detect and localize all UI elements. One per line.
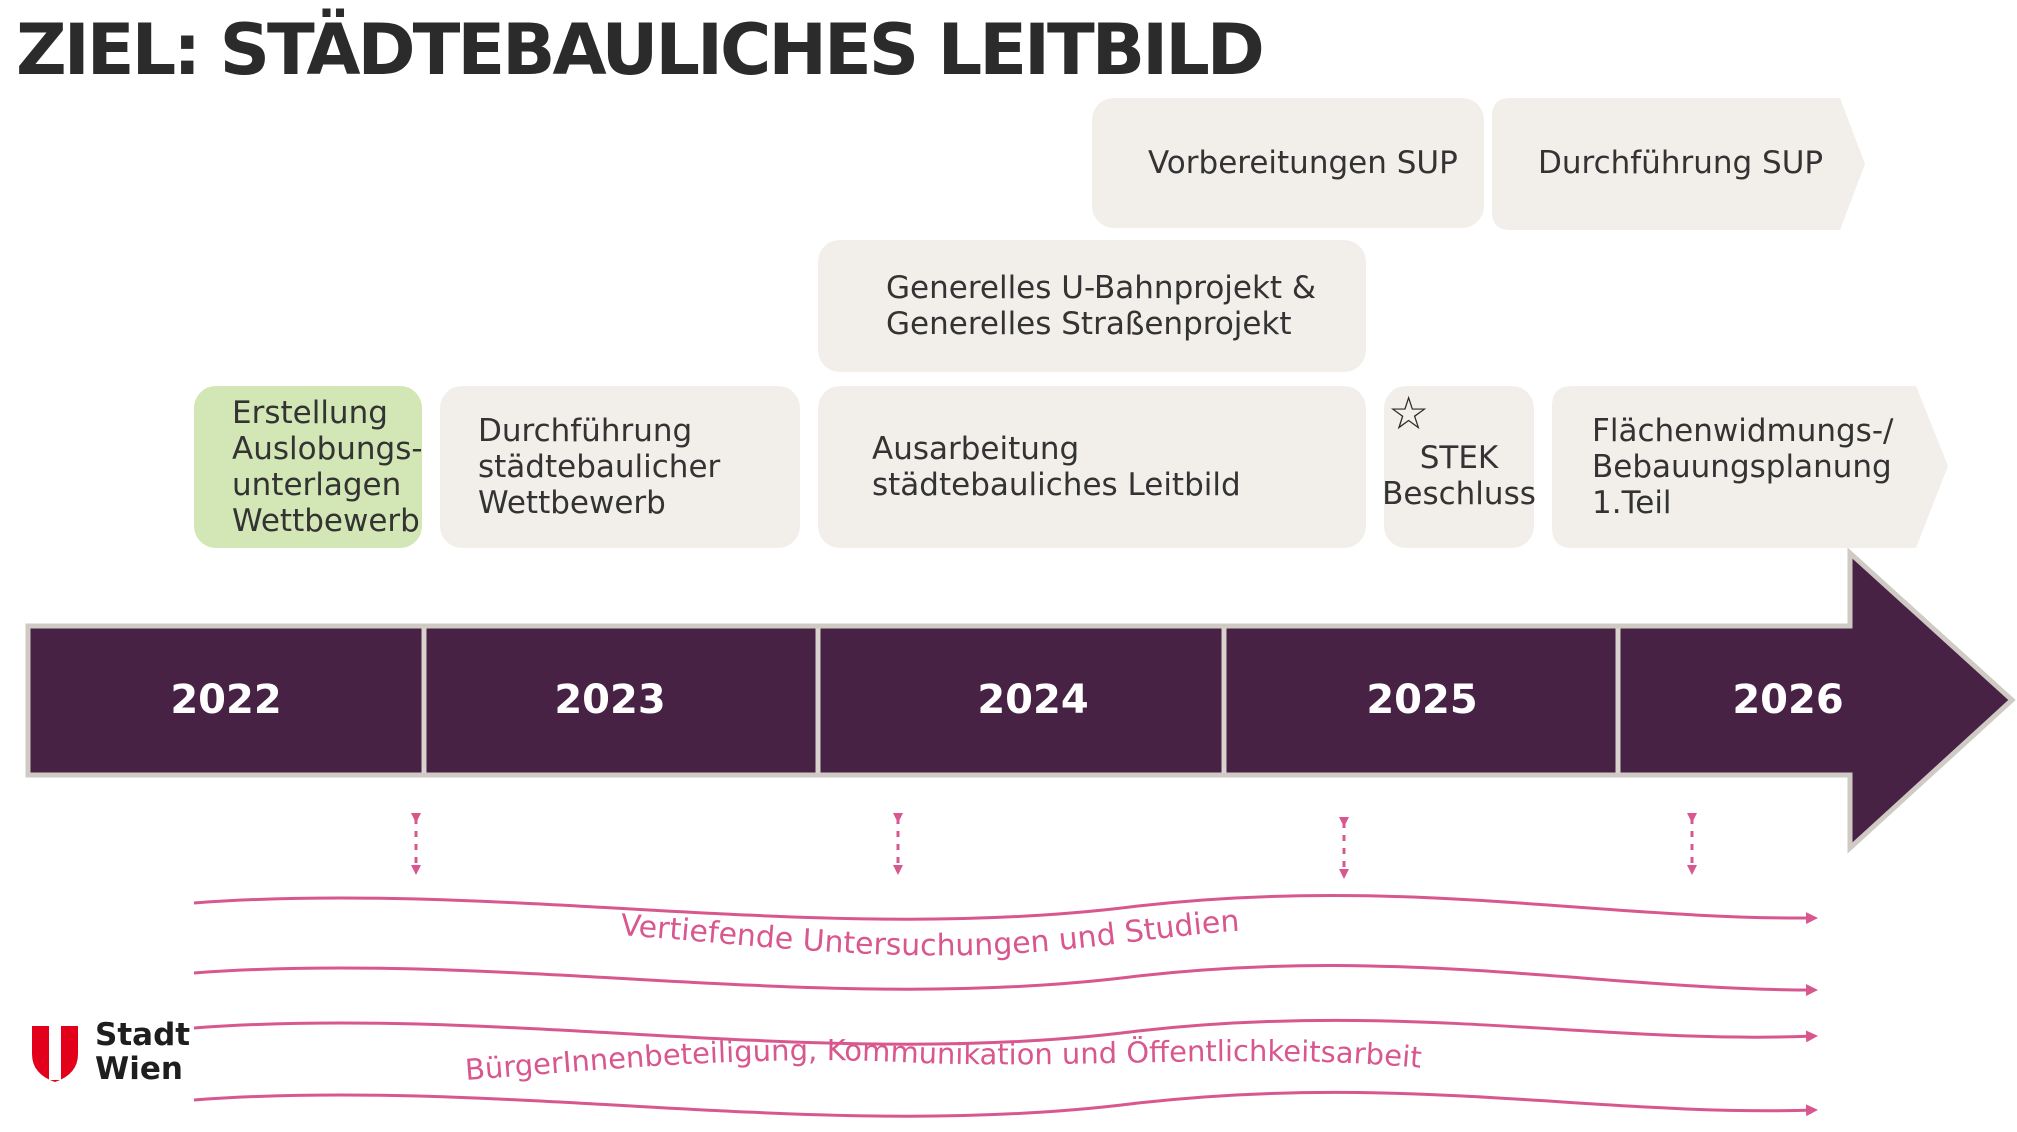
phase-line: städtebauliches Leitbild: [872, 467, 1241, 503]
year-label-2024: 2024: [977, 677, 1089, 723]
phase-line: Generelles Straßenprojekt: [886, 306, 1292, 342]
logo-text: Stadt Wien: [95, 1018, 190, 1086]
year-label-2022: 2022: [170, 677, 282, 723]
phase-line: Bebauungsplanung: [1592, 449, 1892, 485]
phase-box-stek-beschluss: STEK Beschluss: [1382, 386, 1536, 548]
stream-label-beteiligung: BürgerInnenbeteiligung, Kommunikation un…: [464, 1033, 1423, 1087]
year-label-2025: 2025: [1366, 677, 1478, 723]
year-label-2023: 2023: [554, 677, 666, 723]
phase-box-leitbild: Ausarbeitung städtebauliches Leitbild: [818, 386, 1366, 548]
wave-lines: [193, 893, 1818, 1118]
phase-line: unterlagen: [232, 467, 402, 503]
phase-label-box: Durchführung SUP: [1492, 98, 1824, 228]
phase-line: 1.Teil: [1592, 485, 1672, 521]
phase-line: Ausarbeitung: [872, 431, 1080, 467]
wave-line-4: [193, 1090, 1818, 1118]
logo-line-1: Stadt: [95, 1017, 191, 1053]
phase-box-wettbewerb: Durchführung städtebaulicher Wettbewerb: [440, 386, 800, 548]
wave-line-1: [193, 893, 1818, 925]
logo-line-2: Wien: [95, 1051, 183, 1087]
phase-box-flaechenwidmung: [1552, 386, 1948, 548]
phase-line: Beschluss: [1382, 476, 1536, 512]
phase-box-auslobung: Erstellung Auslobungs- unterlagen Wettbe…: [194, 386, 423, 548]
star-icon: ☆: [1388, 386, 1430, 440]
timeline-shape: [25, 547, 2016, 854]
stadt-wien-logo-icon: [32, 1026, 78, 1082]
phase-label: Vorbereitungen SUP: [1148, 145, 1458, 181]
phase-line: Erstellung: [232, 395, 388, 431]
phase-line: Auslobungs-: [232, 431, 423, 467]
phase-line: Flächenwidmungs-/: [1592, 413, 1894, 449]
year-label-2026: 2026: [1732, 677, 1844, 723]
timeline-dividers: [421, 628, 1621, 773]
stream-label-beteiligung-path: BürgerInnenbeteiligung, Kommunikation un…: [464, 1033, 1423, 1087]
phase-line: Generelles U-Bahnprojekt &: [886, 270, 1317, 306]
wave-line-2: [193, 964, 1818, 996]
phase-line: Durchführung: [478, 413, 693, 449]
wave-line-3: [193, 1018, 1818, 1046]
phase-box-generelles-projekt: Generelles U-Bahnprojekt & Generelles St…: [818, 240, 1366, 372]
phase-label-box: Flächenwidmungs-/ Bebauungsplanung 1.Tei…: [1552, 386, 1912, 548]
phase-line: städtebaulicher: [478, 449, 721, 485]
phase-line: Wettbewerb: [232, 503, 420, 539]
sync-arrows: [411, 813, 1697, 879]
phase-line: STEK: [1419, 440, 1499, 476]
phase-box-vorbereitungen-sup: Vorbereitungen SUP: [1092, 98, 1484, 228]
page-title: ZIEL: STÄDTEBAULICHES LEITBILD: [16, 9, 1265, 91]
phase-box-durchfuehrung-sup: [1492, 98, 1865, 230]
phase-label: Durchführung SUP: [1538, 145, 1824, 181]
phase-line: Wettbewerb: [478, 485, 666, 521]
